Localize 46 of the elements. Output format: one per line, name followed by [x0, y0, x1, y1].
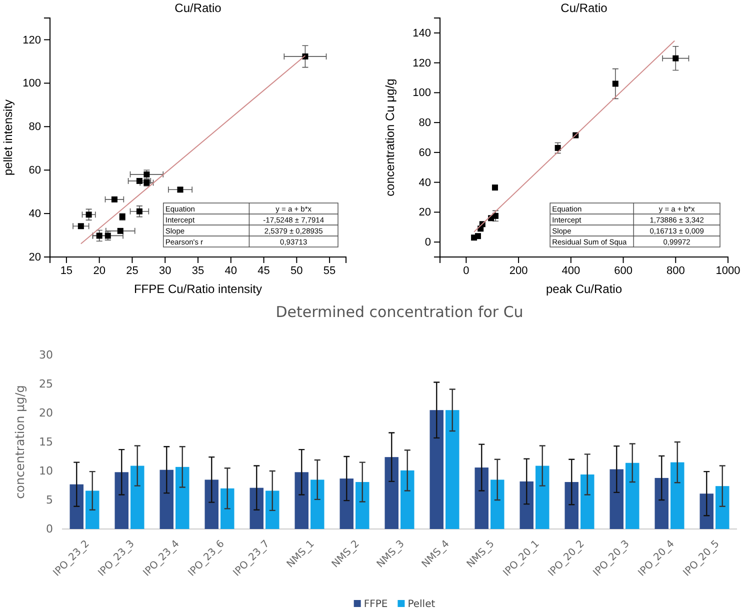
- y-axis-title: concentration Cu μg/g: [383, 78, 397, 196]
- x-tick-label: 25: [126, 264, 138, 277]
- y-tick-label: 25: [39, 378, 53, 391]
- y-tick-label: 20: [28, 252, 41, 264]
- chart-title: Determined concentration for Cu: [276, 303, 524, 321]
- y-tick-label: 80: [418, 117, 431, 130]
- y-tick-label: 0: [46, 522, 53, 536]
- x-axis-title: FFPE Cu/Ratio intensity: [134, 282, 262, 296]
- y-tick-label: 30: [39, 348, 53, 362]
- y-tick-label: 15: [39, 436, 53, 449]
- chart-title: Cu/Ratio: [174, 1, 222, 15]
- x-tick-label: 800: [666, 264, 685, 277]
- x-tick-label: 35: [192, 264, 204, 277]
- x-tick-label: 20: [93, 264, 106, 277]
- y-tick-label: 10: [39, 464, 53, 478]
- y-tick-label: 120: [22, 34, 41, 46]
- y-tick-label: 80: [28, 121, 41, 134]
- x-tick-label: 55: [323, 264, 336, 277]
- x-tick-label: 200: [509, 264, 528, 277]
- x-tick-label: 40: [224, 264, 238, 277]
- y-tick-label: 40: [28, 208, 41, 220]
- x-tick-label: 400: [562, 264, 580, 277]
- y-tick-label: 100: [412, 87, 431, 100]
- chart-title: Cu/Ratio: [560, 1, 608, 15]
- y-tick-label: 140: [412, 27, 431, 40]
- x-tick-label: 0: [463, 264, 470, 277]
- y-tick-label: 5: [46, 494, 53, 507]
- x-axis-title: peak Cu/Ratio: [546, 282, 622, 296]
- legend-label: Pellet: [408, 599, 436, 610]
- legend-label: FFPE: [364, 599, 388, 610]
- x-tick-label: 1000: [716, 264, 740, 277]
- y-tick-label: 60: [418, 146, 431, 159]
- y-tick-label: 120: [412, 57, 431, 70]
- x-tick-label: 50: [290, 264, 303, 277]
- y-tick-label: 40: [418, 176, 431, 189]
- y-tick-label: 20: [39, 406, 53, 420]
- y-axis-title: pellet intensity: [1, 99, 15, 176]
- x-tick-label: 30: [158, 264, 172, 277]
- x-tick-label: 600: [614, 264, 632, 277]
- x-tick-label: 45: [258, 264, 270, 277]
- y-tick-label: 60: [28, 164, 41, 177]
- y-tick-label: 0: [424, 236, 431, 249]
- y-tick-label: 100: [22, 78, 41, 90]
- x-tick-label: 15: [60, 264, 73, 277]
- y-axis-title: concentration μg/g: [13, 385, 27, 499]
- y-tick-label: 20: [418, 206, 431, 219]
